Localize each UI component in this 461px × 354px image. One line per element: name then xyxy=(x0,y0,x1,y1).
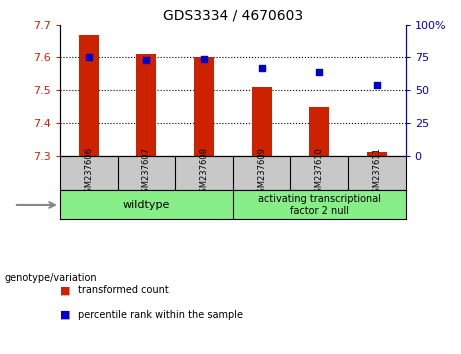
Bar xyxy=(194,57,214,155)
Point xyxy=(85,55,92,60)
Text: GSM237611: GSM237611 xyxy=(372,148,381,199)
Text: wildtype: wildtype xyxy=(123,200,170,210)
Text: GSM237608: GSM237608 xyxy=(200,148,208,199)
Text: GSM237606: GSM237606 xyxy=(84,148,93,199)
Bar xyxy=(233,190,406,219)
Text: percentile rank within the sample: percentile rank within the sample xyxy=(78,310,243,320)
Point xyxy=(258,65,266,71)
Text: ■: ■ xyxy=(60,310,71,320)
Text: activating transcriptional
factor 2 null: activating transcriptional factor 2 null xyxy=(258,194,381,216)
Point xyxy=(200,56,207,62)
Bar xyxy=(252,87,272,155)
Point xyxy=(142,57,150,63)
Text: GSM237609: GSM237609 xyxy=(257,148,266,199)
Bar xyxy=(60,190,233,219)
Text: genotype/variation: genotype/variation xyxy=(5,273,97,283)
Bar xyxy=(309,107,329,155)
Bar xyxy=(367,152,387,155)
Title: GDS3334 / 4670603: GDS3334 / 4670603 xyxy=(163,8,303,22)
Point xyxy=(373,82,381,88)
Point xyxy=(315,69,323,75)
Bar xyxy=(79,35,99,155)
Text: ■: ■ xyxy=(60,285,71,295)
Text: GSM237607: GSM237607 xyxy=(142,148,151,199)
Text: transformed count: transformed count xyxy=(78,285,169,295)
Bar xyxy=(136,54,156,155)
Text: GSM237610: GSM237610 xyxy=(315,148,324,199)
